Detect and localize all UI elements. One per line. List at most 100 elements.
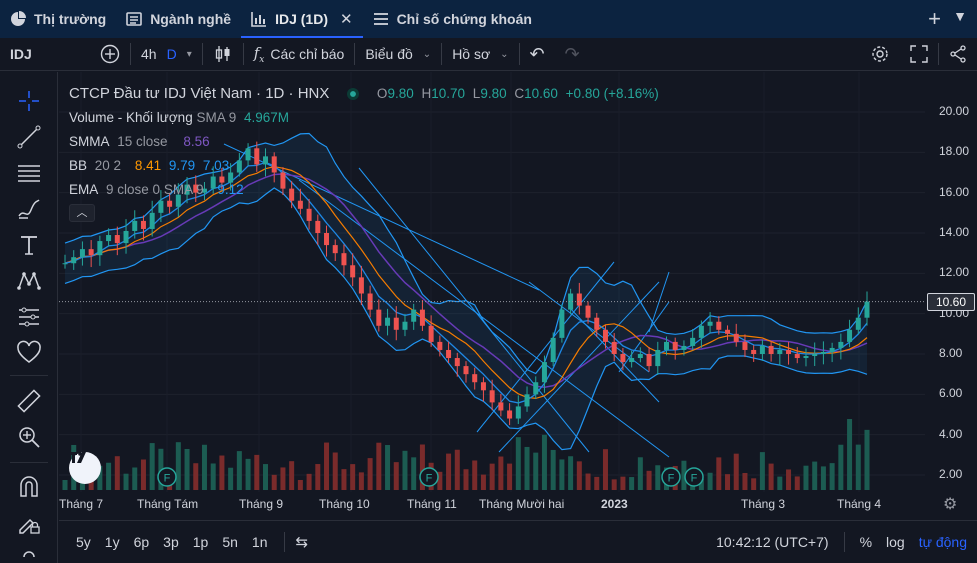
range-6m[interactable]: 6p [133,534,150,550]
interval-d[interactable]: D ▾ [167,38,202,71]
candles-icon [215,46,230,62]
chart-type-dropdown[interactable]: Biểu đồ ⌄ [355,38,441,71]
tab-index[interactable]: Chỉ số chứng khoán [363,0,542,38]
range-5y[interactable]: 5y [76,534,91,550]
clock-time[interactable]: 10:42:12 (UTC+7) [716,534,829,550]
symbol-search[interactable]: IDJ [0,38,90,71]
time-tick-label: Tháng 10 [319,497,370,511]
volume-bar [297,479,303,490]
candle [664,341,669,350]
close-icon[interactable]: ✕ [339,11,353,28]
settings-gear-icon[interactable] [860,38,900,71]
price-tick-label: 2.00 [939,467,963,481]
trend-line[interactable] [358,167,590,453]
date-range-icon[interactable]: ⇆ [295,534,309,551]
tab-industry[interactable]: Ngành nghề [116,0,241,38]
volume-bar [480,474,486,490]
tradingview-logo[interactable] [69,452,101,484]
candle [489,390,495,403]
forecast-icon[interactable] [14,302,44,332]
more-tools-icon[interactable] [14,542,44,562]
candle [97,241,103,256]
legend-open-label: O [376,86,388,101]
trend-line[interactable] [498,281,660,453]
chart-icon [251,12,267,27]
tab-label: Chỉ số chứng khoán [396,11,532,27]
time-tick-label: Tháng Tám [137,497,199,511]
horizontal-lines-icon[interactable] [14,158,44,188]
pattern-icon[interactable] [14,266,44,296]
candle [637,354,643,359]
range-1y[interactable]: 1y [104,534,120,550]
range-1m[interactable]: 1p [192,534,209,550]
divider [10,375,48,376]
candle [463,366,469,375]
trend-line[interactable] [528,281,650,373]
brush-icon[interactable] [14,194,44,224]
event-marker[interactable] [684,467,704,487]
volume-bar [829,463,835,490]
candle [88,249,94,256]
candle [768,345,774,354]
candle [393,317,399,330]
share-icon[interactable] [939,38,977,71]
undo-icon[interactable]: ↶ [529,43,545,64]
last-price-label: 10.60 [935,294,967,309]
event-marker[interactable] [157,467,177,487]
candle [855,317,861,330]
volume-bar [533,452,539,490]
range-3m[interactable]: 3p [163,534,179,550]
volume-bar [716,457,722,490]
zoom-in-icon[interactable] [14,422,44,452]
tab-idj-chart[interactable]: IDJ (1D) ✕ [241,0,364,38]
drawing-toolbar [0,72,58,563]
candle [132,220,138,231]
log-toggle[interactable]: log [886,534,905,550]
chevron-down-icon[interactable]: ▼ [953,8,967,24]
candle [385,317,391,326]
event-marker[interactable] [661,467,681,487]
range-5d[interactable]: 5n [222,534,238,550]
auto-scale-toggle[interactable]: tự động [918,534,967,550]
volume-bar [768,463,774,490]
profile-dropdown[interactable]: Hồ sơ ⌄ [442,38,518,71]
crosshair-icon[interactable] [14,86,44,116]
chart-area[interactable]: F F F F CTCP Đầu tư IDJ Việt Nam · 1D · HNX… [59,72,977,563]
interval-4h[interactable]: 4h [131,38,167,71]
axis-settings-gear-icon[interactable]: ⚙ [943,496,958,513]
fullscreen-icon[interactable] [900,38,938,71]
ema-line [64,161,868,404]
trend-line[interactable] [618,301,670,373]
tab-label: Ngành nghề [150,11,232,27]
volume-bar [367,458,373,490]
compare-button[interactable] [90,38,130,71]
redo-icon[interactable]: ↷ [564,43,580,64]
ruler-icon[interactable] [14,386,44,416]
percent-toggle[interactable]: % [859,534,873,550]
event-marker[interactable] [419,467,439,487]
candle [602,329,608,342]
lock-drawing-icon[interactable] [14,508,44,538]
magnet-icon[interactable] [14,472,44,502]
add-tab-icon[interactable]: + [928,6,941,31]
candle-type-button[interactable] [203,38,243,71]
time-tick-label: Tháng 9 [239,497,284,511]
indicators-button[interactable]: fx Các chỉ báo [244,38,355,71]
candle [707,321,713,326]
price-axis[interactable]: 20.00 18.00 16.00 14.00 12.00 10.00 8.00 6.00 4.… [925,72,977,520]
tab-market[interactable]: Thị trường [0,0,116,38]
range-1d[interactable]: 1n [251,534,268,550]
collapse-legend-button[interactable]: ︿ [69,204,95,222]
volume-bar [698,478,704,490]
text-icon[interactable] [14,230,44,260]
candle [123,230,129,244]
divider [10,462,48,463]
volume-bar [324,442,330,490]
trend-line-icon[interactable] [14,122,44,152]
time-axis[interactable]: Tháng 7 Tháng Tám Tháng 9 Tháng 10 Tháng 11 T… [59,492,925,520]
heart-icon[interactable] [14,338,44,368]
volume-bar [271,474,277,490]
candle [419,309,425,326]
divider [518,43,520,65]
